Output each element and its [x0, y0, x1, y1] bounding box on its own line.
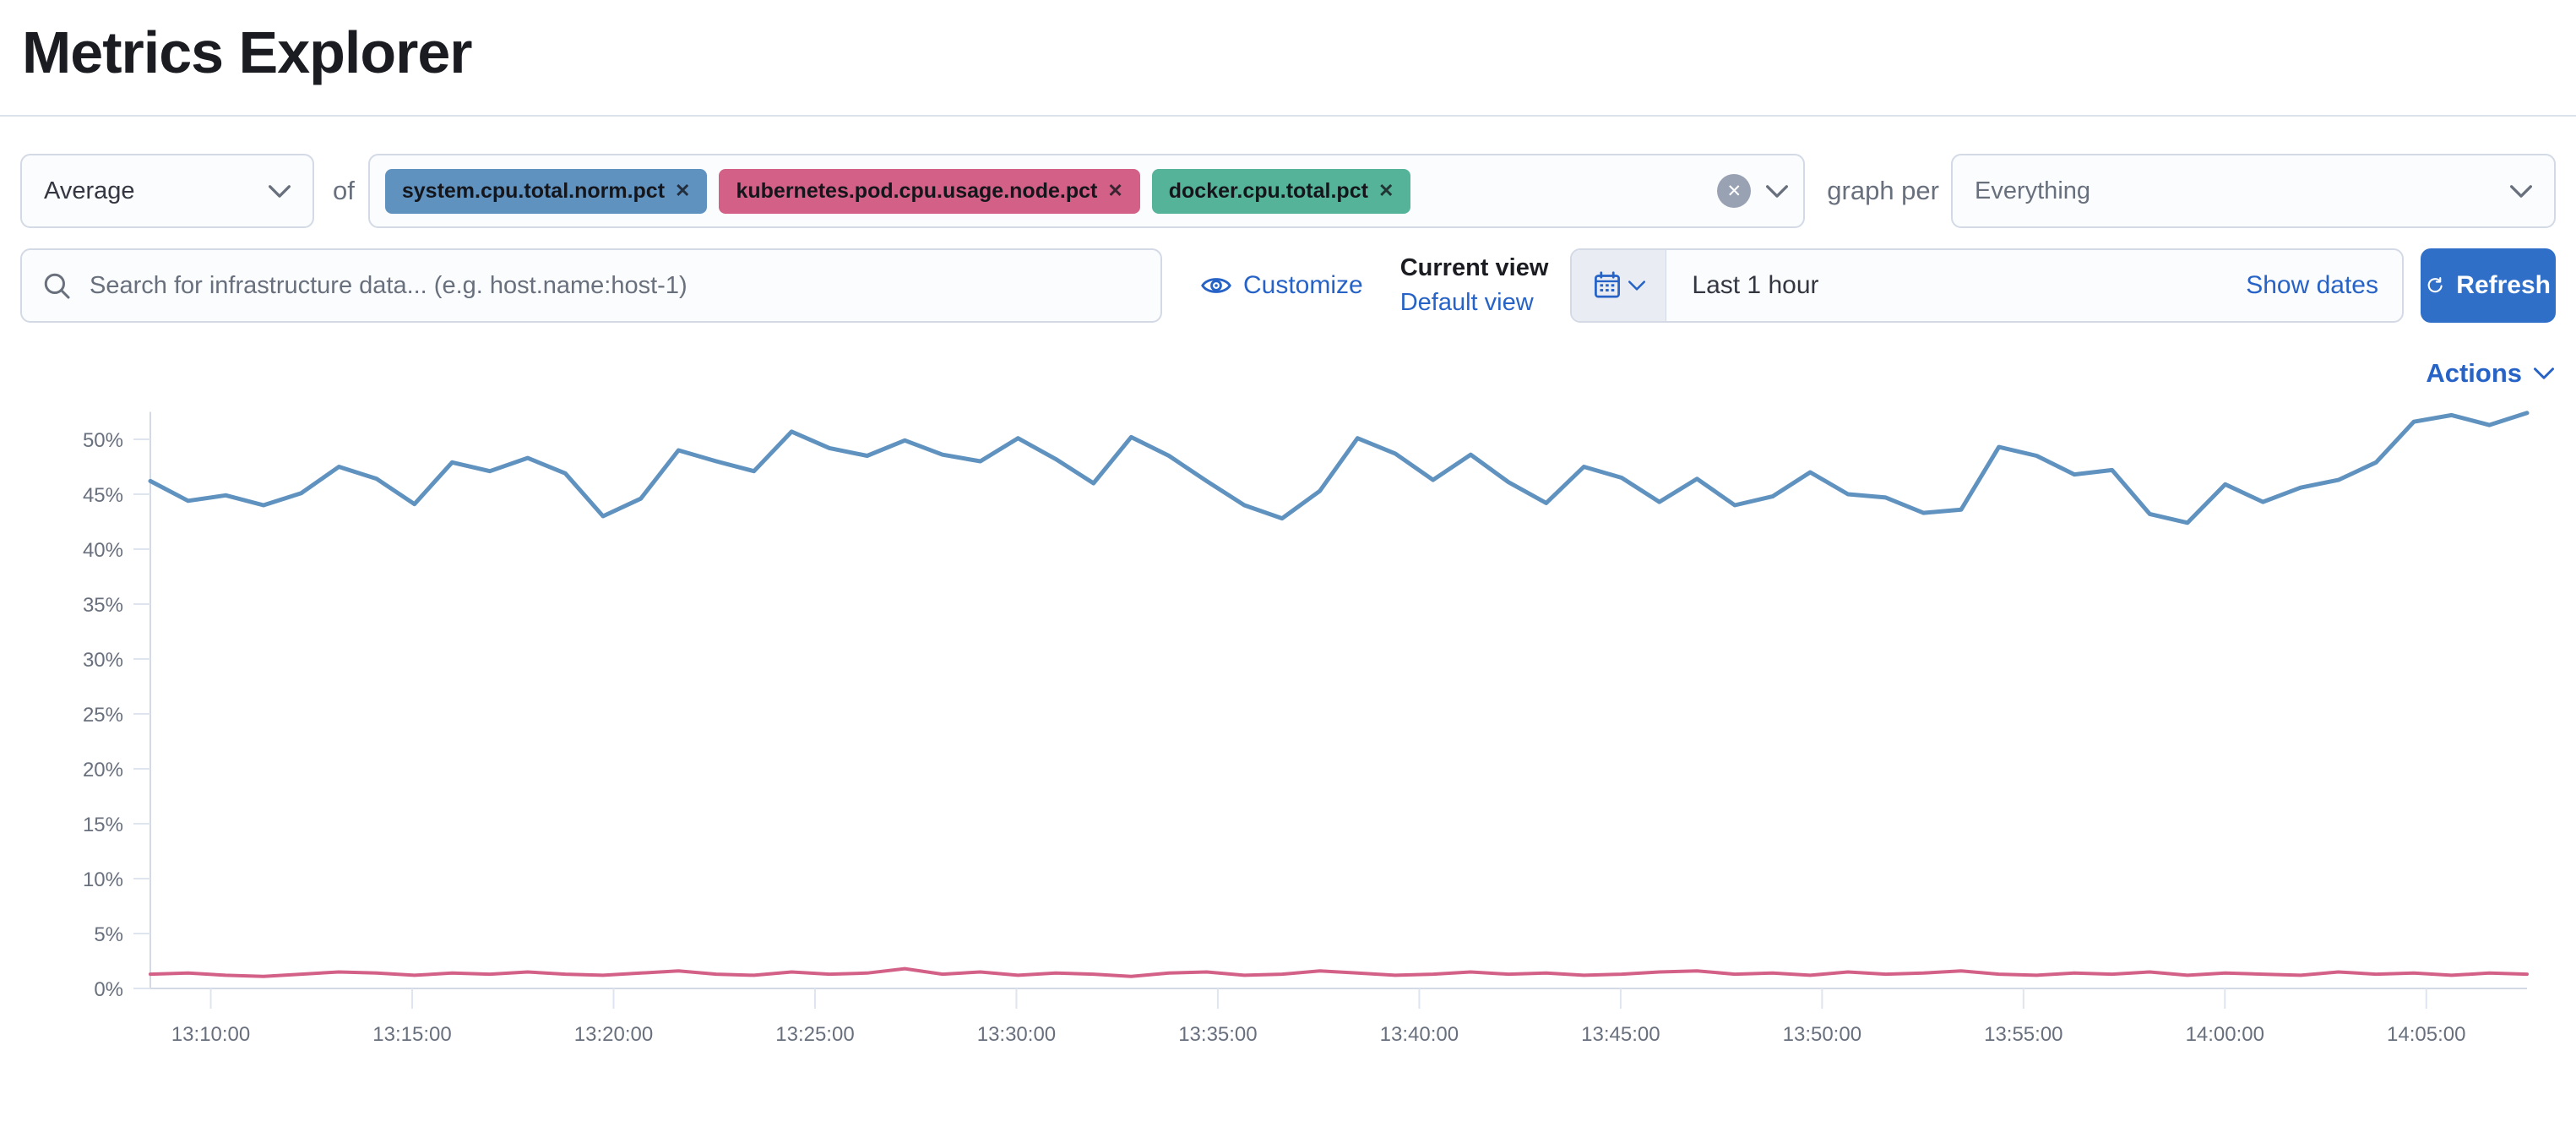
- y-tick-label: 40%: [83, 539, 123, 562]
- y-tick-label: 10%: [83, 868, 123, 891]
- header-divider: [0, 115, 2576, 117]
- x-tick-label: 13:35:00: [1178, 1023, 1257, 1046]
- search-input[interactable]: [88, 270, 1140, 301]
- refresh-button[interactable]: Refresh: [2421, 248, 2556, 323]
- y-tick-label: 25%: [83, 704, 123, 727]
- view-block: Current view Default view: [1400, 251, 1549, 319]
- remove-metric-icon[interactable]: ✕: [1107, 180, 1123, 201]
- time-range-value[interactable]: Last 1 hour: [1692, 271, 1819, 299]
- metrics-explorer-page: Metrics Explorer Average of system.cpu.t…: [0, 19, 2576, 1078]
- x-tick-label: 13:55:00: [1984, 1023, 2062, 1046]
- eye-icon: [1201, 278, 1231, 293]
- clear-metrics-button[interactable]: ✕: [1717, 174, 1752, 208]
- metric-pill-label: docker.cpu.total.pct: [1168, 178, 1368, 203]
- chevron-down-icon[interactable]: [1766, 184, 1789, 198]
- actions-menu-button[interactable]: Actions: [2426, 358, 2554, 389]
- customize-label: Customize: [1243, 271, 1363, 299]
- y-tick-label: 45%: [83, 484, 123, 507]
- y-tick-label: 50%: [83, 429, 123, 452]
- y-tick-label: 35%: [83, 594, 123, 617]
- current-view-label: Current view: [1399, 254, 1549, 282]
- metric-pill: kubernetes.pod.cpu.usage.node.pct ✕: [719, 168, 1140, 214]
- customize-button[interactable]: Customize: [1201, 270, 1363, 301]
- group-by-value: Everything: [1975, 177, 2091, 204]
- metric-pills: system.cpu.total.norm.pct ✕ kubernetes.pod…: [384, 168, 1411, 214]
- x-tick-label: 13:50:00: [1783, 1023, 1861, 1046]
- default-view-link[interactable]: Default view: [1399, 289, 1534, 316]
- refresh-icon: [2427, 277, 2443, 293]
- x-tick-label: 13:25:00: [775, 1023, 854, 1046]
- search-row: Customize Current view Default view Last…: [20, 248, 2556, 323]
- aggregation-select[interactable]: Average: [20, 154, 314, 228]
- x-tick-label: 13:15:00: [372, 1023, 451, 1046]
- metric-controls-row: Average of system.cpu.total.norm.pct ✕ kub…: [20, 154, 2556, 228]
- show-dates-link[interactable]: Show dates: [2246, 271, 2378, 299]
- y-tick-label: 5%: [94, 923, 123, 946]
- remove-metric-icon[interactable]: ✕: [1378, 180, 1394, 201]
- super-date-picker: Last 1 hour Show dates: [1570, 248, 2404, 323]
- metric-pill-label: kubernetes.pod.cpu.usage.node.pct: [736, 178, 1098, 203]
- metric-pill-label: system.cpu.total.norm.pct: [401, 178, 666, 203]
- refresh-label: Refresh: [2456, 271, 2551, 299]
- page-title: Metrics Explorer: [22, 19, 473, 85]
- clear-icon: ✕: [1726, 181, 1742, 201]
- x-tick-label: 13:20:00: [574, 1023, 653, 1046]
- y-tick-label: 15%: [83, 814, 123, 836]
- metric-pill: docker.cpu.total.pct ✕: [1151, 168, 1411, 214]
- series-line: [148, 411, 2530, 525]
- metrics-combo-box[interactable]: system.cpu.total.norm.pct ✕ kubernetes.pod…: [367, 154, 1806, 228]
- cpu-line-chart: 0% 5% 10% 15% 20% 25% 30% 35% 40% 45% 50% 13:10:00 1…: [83, 411, 2530, 1046]
- metric-pill: system.cpu.total.norm.pct ✕: [384, 168, 708, 214]
- search-box: [20, 248, 1162, 323]
- chevron-down-icon: [2510, 184, 2532, 198]
- graph-per-label: graph per: [1827, 176, 1939, 205]
- actions-row: Actions: [22, 358, 2554, 389]
- group-by-select[interactable]: Everything: [1951, 154, 2556, 228]
- chevron-down-icon: [1628, 280, 1645, 291]
- x-tick-label: 13:30:00: [977, 1023, 1056, 1046]
- y-tick-label: 30%: [83, 649, 123, 672]
- remove-metric-icon[interactable]: ✕: [675, 180, 691, 201]
- aggregation-value: Average: [44, 177, 135, 204]
- actions-label: Actions: [2426, 358, 2522, 388]
- y-tick-label: 0%: [94, 978, 123, 1001]
- of-label: of: [333, 176, 355, 205]
- x-tick-label: 14:00:00: [2186, 1023, 2264, 1046]
- x-tick-label: 14:05:00: [2387, 1023, 2465, 1046]
- chevron-down-icon: [269, 184, 291, 198]
- search-icon: [44, 273, 70, 299]
- x-tick-label: 13:10:00: [171, 1023, 250, 1046]
- series-line: [149, 966, 2529, 978]
- combo-end-controls: ✕: [1717, 174, 1789, 208]
- calendar-icon: [1594, 271, 1620, 298]
- x-tick-label: 13:40:00: [1380, 1023, 1459, 1046]
- y-tick-label: 20%: [83, 759, 123, 781]
- chevron-down-icon: [2534, 368, 2554, 379]
- metrics-chart[interactable]: 0% 5% 10% 15% 20% 25% 30% 35% 40% 45% 50% 13:10:00 1…: [0, 402, 2576, 1078]
- date-quick-select-button[interactable]: [1572, 250, 1667, 321]
- x-tick-label: 13:45:00: [1581, 1023, 1660, 1046]
